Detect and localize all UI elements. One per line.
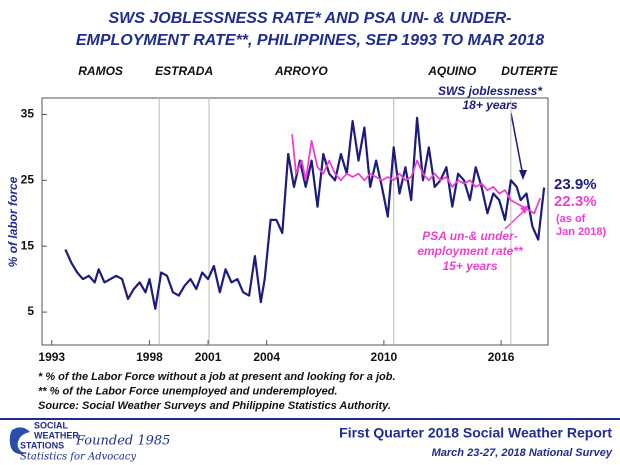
y-tick-label: 5 (27, 304, 34, 318)
footnote: * % of the Labor Force without a job at … (38, 371, 396, 383)
y-tick-label: 25 (21, 173, 35, 187)
chart-title: EMPLOYMENT RATE**, PHILIPPINES, SEP 1993… (76, 32, 544, 49)
logo-text: STATIONS (20, 440, 64, 450)
end-label: 23.9% (554, 176, 597, 193)
series-label: 18+ years (462, 98, 517, 112)
y-tick-label: 35 (21, 107, 35, 121)
x-tick-label: 2001 (195, 350, 222, 364)
annotation-arrow (510, 112, 524, 177)
logo-text: SOCIAL (34, 420, 69, 430)
arrow-head (519, 170, 527, 180)
era-label: RAMOS (78, 64, 123, 78)
logo-tagline: Statistics for Advocacy (20, 452, 136, 463)
report-title: First Quarter 2018 Social Weather Report (339, 425, 612, 441)
era-label: AQUINO (427, 64, 477, 78)
x-tick-label: 2004 (253, 350, 280, 364)
x-tick-label: 1998 (136, 350, 163, 364)
logo-text: WEATHER (34, 430, 79, 440)
era-label: ESTRADA (155, 64, 213, 78)
plot-frame (41, 97, 549, 346)
end-note: Jan 2018) (556, 226, 606, 238)
chart-title: SWS JOBLESSNESS RATE* AND PSA UN- & UNDE… (109, 10, 512, 27)
series-label: SWS joblessness* (438, 84, 543, 98)
survey-date: March 23-27, 2018 National Survey (432, 447, 613, 459)
logo-founded: Founded 1985 (75, 434, 170, 449)
series-line (291, 134, 542, 215)
y-axis-label: % of labor force (6, 176, 20, 267)
era-label: ARROYO (274, 64, 328, 78)
footnote: Source: Social Weather Surveys and Phili… (38, 400, 391, 412)
series-label: PSA un-& under- (422, 229, 518, 243)
series-label: 15+ years (442, 259, 497, 273)
era-label: DUTERTE (501, 64, 558, 78)
x-tick-label: 2016 (488, 350, 515, 364)
annotation-arrow (504, 208, 527, 230)
x-tick-label: 1993 (38, 350, 65, 364)
series-label: employment rate** (417, 244, 524, 258)
end-note: (as of (556, 213, 586, 225)
y-tick-label: 15 (21, 238, 35, 252)
footnote: ** % of the Labor Force unemployed and u… (38, 385, 338, 397)
end-label: 22.3% (554, 193, 597, 210)
footer: SOCIAL WEATHER STATIONS Founded 1985 Sta… (0, 418, 620, 463)
logo-swirl (9, 427, 30, 455)
x-tick-label: 2010 (371, 350, 398, 364)
